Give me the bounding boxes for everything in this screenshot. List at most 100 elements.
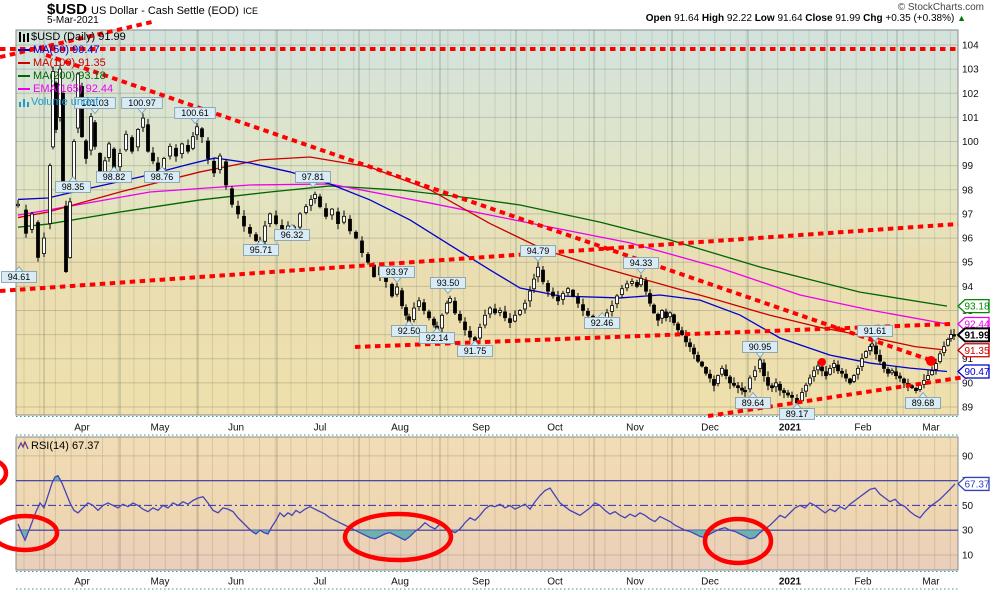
price-tag-93.18: 93.18 [957, 298, 990, 314]
legend-item-label: MA(200) 93.18 [33, 70, 106, 82]
volume-bars-icon [18, 97, 29, 108]
rsi-icon [17, 440, 29, 450]
chart-legend: $USD (Daily) 91.99 MA(50) 90.47 MA(100) 91… [18, 31, 126, 109]
legend-item: $USD (Daily) 91.99 [18, 31, 126, 44]
chg-value: +0.35 (+0.38%) [885, 13, 955, 24]
month-label: Jul [314, 423, 327, 434]
trendline-mid-uptrend [0, 222, 959, 293]
price-axis-label: 99 [962, 161, 974, 172]
swing-label: 95.71 [243, 238, 279, 256]
exchange: ICE [242, 6, 258, 16]
price-axis-label: 104 [962, 41, 979, 52]
swing-label: 92.46 [584, 311, 620, 329]
swing-label: 92.14 [419, 326, 455, 344]
line-swatch [18, 62, 30, 65]
svg-text:67.37: 67.37 [964, 479, 989, 490]
month-label: Feb [854, 577, 872, 588]
rsi-value-tag: 67.37 [957, 476, 990, 492]
swing-label: 92.50 [391, 319, 427, 337]
month-label: Aug [391, 423, 409, 434]
svg-text:89.17: 89.17 [786, 409, 809, 419]
month-label: Mar [922, 423, 940, 434]
up-arrow-icon: ▲ [957, 13, 966, 23]
swing-label: 89.17 [779, 402, 815, 420]
month-label: Jun [228, 577, 244, 588]
rsi-line [17, 474, 956, 542]
legend-item-label: MA(50) 90.47 [33, 44, 100, 56]
month-label: Jul [314, 577, 327, 588]
line-swatch [18, 88, 30, 91]
svg-text:90.95: 90.95 [749, 342, 772, 352]
svg-text:100.97: 100.97 [128, 98, 156, 108]
high-label: High [701, 13, 725, 24]
trendline-lower-support [707, 372, 986, 418]
svg-text:98.76: 98.76 [151, 172, 174, 182]
swing-label: 97.81 [295, 171, 331, 189]
swing-label: 89.64 [735, 391, 771, 409]
price-tag-91.35: 91.35 [957, 343, 990, 358]
instrument-title: US Dollar - Cash Settle (EOD) [91, 5, 239, 17]
svg-text:97.81: 97.81 [302, 172, 325, 182]
price-axis-label: 103 [962, 65, 979, 76]
ema165-line [17, 183, 948, 325]
svg-text:100.61: 100.61 [181, 108, 209, 118]
swing-label: 94.33 [623, 257, 659, 275]
svg-text:92.44: 92.44 [964, 319, 989, 330]
price-axis-label: 94 [962, 282, 974, 293]
svg-text:98.82: 98.82 [103, 172, 126, 182]
legend-item-label: $USD (Daily) 91.99 [31, 31, 126, 43]
annotation-ellipse [0, 460, 9, 486]
month-label: May [151, 423, 170, 434]
svg-text:92.14: 92.14 [426, 333, 449, 343]
price-axis-label: 102 [962, 89, 979, 100]
svg-text:91.61: 91.61 [864, 326, 887, 336]
legend-item: EMA(165) 92.44 [18, 83, 126, 96]
open-label: Open [645, 13, 672, 24]
price-tag-90.47: 90.47 [957, 364, 990, 379]
svg-text:101.03: 101.03 [81, 98, 109, 108]
legend-item-label: MA(100) 91.35 [33, 57, 106, 69]
rsi-axis-label: 90 [962, 451, 974, 462]
swing-label: 91.61 [857, 325, 893, 343]
swing-label: 90.95 [742, 341, 778, 359]
legend-item: MA(50) 90.47 [18, 44, 126, 57]
swing-label: 93.97 [379, 266, 415, 284]
month-label: Sep [472, 577, 490, 588]
svg-text:94.79: 94.79 [527, 246, 550, 256]
chart-date: 5-Mar-2021 [47, 15, 99, 26]
copyright: © StockCharts.com [897, 2, 984, 13]
month-label: Apr [74, 577, 90, 588]
price-axis-label: 96 [962, 234, 974, 245]
annotation-ellipse [0, 513, 60, 553]
month-label: Apr [74, 423, 90, 434]
annotation-ellipse [342, 511, 454, 563]
symbol: $USD [47, 1, 88, 18]
chart-header: $USD US Dollar - Cash Settle (EOD) ICE [47, 1, 258, 19]
swing-label: 94.79 [520, 245, 556, 263]
close-label: Close [805, 13, 833, 24]
svg-text:96.32: 96.32 [281, 230, 304, 240]
swing-label: 98.35 [55, 175, 91, 193]
svg-text:92.50: 92.50 [398, 326, 421, 336]
price-axis-label: 98 [962, 185, 974, 196]
svg-text:89.68: 89.68 [912, 398, 935, 408]
price-axis-label: 95 [962, 258, 974, 269]
svg-text:93.97: 93.97 [386, 267, 409, 277]
price-axis-label: 101 [962, 113, 979, 124]
line-swatch [18, 49, 30, 52]
swing-label: 100.97 [121, 97, 163, 115]
line-swatch [18, 75, 30, 78]
swing-label: 96.32 [274, 223, 310, 241]
legend-item: Volume undef [18, 96, 126, 109]
rsi-axis-label: 50 [962, 501, 974, 512]
svg-text:92.46: 92.46 [591, 318, 614, 328]
price-axis-label: 89 [962, 402, 974, 413]
legend-item: MA(100) 91.35 [18, 57, 126, 70]
rsi-axis-label: 10 [962, 550, 974, 561]
month-label: Feb [854, 423, 872, 434]
month-label: Mar [922, 577, 940, 588]
month-label: Aug [391, 577, 409, 588]
legend-item-label: Volume undef [31, 96, 99, 108]
month-label: Oct [547, 423, 563, 434]
price-tag-91.99: 91.99 [956, 327, 990, 343]
